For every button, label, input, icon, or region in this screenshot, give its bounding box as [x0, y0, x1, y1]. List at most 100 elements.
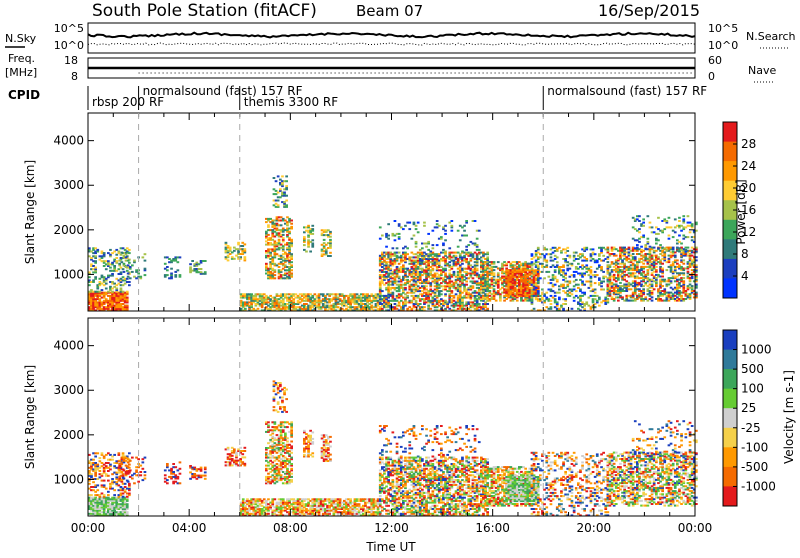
scatter-cell — [495, 300, 498, 302]
scatter-cell — [144, 260, 147, 262]
scatter-cell — [636, 244, 639, 246]
scatter-cell — [531, 253, 534, 255]
scatter-cell — [472, 277, 475, 279]
scatter-cell — [444, 233, 447, 235]
scatter-cell — [290, 226, 293, 228]
scatter-cell — [674, 231, 677, 233]
scatter-cell — [432, 268, 435, 270]
scatter-cell — [461, 251, 464, 253]
scatter-cell — [647, 238, 650, 240]
scatter-cell — [285, 175, 288, 177]
scatter-cell — [429, 251, 432, 253]
station-title: South Pole Station (fitACF) — [92, 1, 317, 21]
ytick-label: 1000 — [53, 267, 84, 281]
cpid-label: CPID — [8, 88, 40, 102]
scatter-cell — [573, 300, 576, 302]
scatter-cell — [640, 246, 643, 248]
scatter-cell — [537, 247, 540, 249]
scatter-cell — [144, 268, 147, 270]
scatter-cell — [575, 290, 578, 292]
ytick-label: 4000 — [53, 134, 84, 148]
scatter-cell — [244, 243, 247, 245]
scatter-cell — [179, 274, 182, 276]
scatter-cell — [607, 301, 610, 303]
scatter-cell — [465, 235, 468, 237]
scatter-cell — [674, 255, 677, 257]
scatter-cell — [489, 290, 492, 292]
scatter-cell — [432, 244, 435, 246]
scatter-cell — [634, 247, 637, 249]
scatter-cell — [189, 263, 192, 265]
scatter-cell — [432, 230, 435, 232]
scatter-cell — [537, 290, 540, 292]
scatter-cell — [303, 244, 306, 246]
scatter-cell — [444, 293, 447, 295]
scatter-cell — [670, 226, 673, 228]
scatter-cell — [564, 298, 567, 300]
scatter-cell — [655, 266, 658, 268]
scatter-cell — [657, 239, 660, 241]
scatter-cell — [676, 259, 679, 261]
scatter-cell — [311, 233, 314, 235]
scatter-cell — [285, 180, 288, 182]
scatter-cell — [571, 308, 574, 310]
scatter-cell — [607, 258, 610, 260]
scatter-cell — [590, 266, 593, 268]
scatter-cell — [444, 239, 447, 241]
scatter-cell — [131, 271, 134, 273]
scatter-cell — [569, 268, 572, 270]
scatter-cell — [402, 228, 405, 230]
scatter-cell — [556, 256, 559, 258]
scatter-cell — [415, 241, 418, 243]
scatter-cell — [577, 284, 580, 286]
scatter-cell — [115, 288, 118, 290]
scatter-cell — [94, 260, 97, 262]
scatter-cell — [290, 220, 293, 222]
scatter-cell — [666, 220, 669, 222]
scatter-cell — [417, 222, 420, 224]
scatter-cell — [123, 263, 126, 265]
scatter-cell — [174, 274, 177, 276]
scatter-cell — [290, 223, 293, 225]
scatter-cell — [585, 301, 588, 303]
scatter-cell — [668, 235, 671, 237]
scatter-cell — [415, 300, 418, 302]
scatter-cell — [678, 235, 681, 237]
scatter-cell — [564, 277, 567, 279]
scatter-cell — [653, 247, 656, 249]
cpid-segment-label: themis 3300 RF — [244, 95, 338, 109]
date-title: 16/Sep/2015 — [598, 1, 700, 20]
scatter-cell — [564, 303, 567, 305]
scatter-cell — [474, 220, 477, 222]
scatter-cell — [436, 220, 439, 222]
scatter-cell — [594, 292, 597, 294]
scatter-cell — [311, 225, 314, 227]
scatter-cell — [131, 264, 134, 266]
scatter-cell — [94, 267, 97, 269]
scatter-cell — [278, 266, 281, 268]
scatter-cell — [398, 252, 401, 254]
scatter-cell — [600, 266, 603, 268]
scatter-cell — [638, 231, 641, 233]
scatter-cell — [666, 249, 669, 251]
scatter-cell — [144, 253, 147, 255]
cpid-segment-label: normalsound (fast) 157 RF — [547, 84, 707, 98]
scatter-cell — [285, 204, 288, 206]
scatter-cell — [285, 195, 288, 197]
scatter-cell — [531, 268, 534, 270]
scatter-cell — [267, 234, 270, 236]
scatter-cell — [129, 277, 132, 279]
nsky-tick-high: 10^5 — [54, 22, 84, 35]
scatter-cell — [655, 226, 658, 228]
scatter-cell — [225, 242, 228, 244]
scatter-cell — [647, 241, 650, 243]
scatter-cell — [118, 251, 121, 253]
scatter-cell — [280, 224, 283, 226]
scatter-cell — [305, 251, 308, 253]
scatter-cell — [556, 279, 559, 281]
scatter-cell — [128, 249, 131, 251]
scatter-cell — [126, 297, 129, 299]
scatter-cell — [556, 261, 559, 263]
